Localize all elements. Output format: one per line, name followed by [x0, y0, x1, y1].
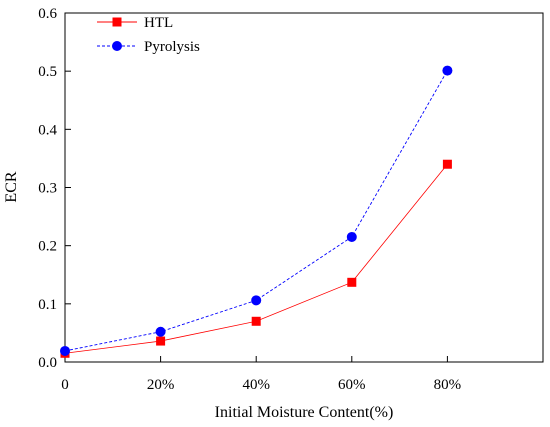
y-tick-label: 0.4 [38, 122, 57, 138]
x-axis-title: Initial Moisture Content(%) [215, 404, 394, 421]
legend-label: HTL [144, 15, 173, 31]
x-tick-label: 20% [147, 377, 175, 393]
x-tick-label: 40% [242, 377, 270, 393]
x-tick-label: 80% [434, 377, 462, 393]
y-tick-label: 0.5 [38, 64, 57, 80]
htl-point [251, 316, 261, 326]
series-markers [60, 65, 453, 358]
pyrolysis-point [346, 231, 357, 242]
htl-point [442, 159, 452, 169]
x-tick-label: 60% [338, 377, 366, 393]
series-lines [64, 70, 448, 354]
y-tick-label: 0.3 [38, 181, 57, 197]
x-tick-label: 0 [61, 377, 69, 393]
htl-point [156, 336, 166, 346]
y-tick-label: 0.2 [38, 239, 57, 255]
legend-marker [112, 41, 122, 51]
y-tick-label: 0.1 [38, 297, 57, 313]
y-axis-title: ECR [3, 171, 20, 202]
pyrolysis-point [60, 345, 70, 356]
pyrolysis-line [64, 70, 448, 352]
y-tick-label: 0.6 [38, 6, 57, 22]
y-tick-labels: 0.0 0.1 0.2 0.3 0.4 0.5 0.6 [38, 6, 57, 371]
plot-frame [64, 12, 544, 363]
pyrolysis-point [155, 326, 166, 337]
legend-item-htl: HTL [97, 15, 173, 31]
y-tick-label: 0.0 [38, 355, 57, 371]
pyrolysis-point [442, 65, 453, 76]
legend-label: Pyrolysis [144, 39, 200, 55]
legend: HTL Pyrolysis [97, 15, 200, 55]
pyrolysis-point [251, 295, 262, 306]
x-tick-labels: 0 20% 40% 60% 80% [61, 377, 461, 393]
legend-item-pyrolysis: Pyrolysis [97, 39, 200, 55]
legend-marker [112, 17, 122, 27]
htl-point [347, 277, 357, 287]
tick-marks [64, 12, 448, 363]
